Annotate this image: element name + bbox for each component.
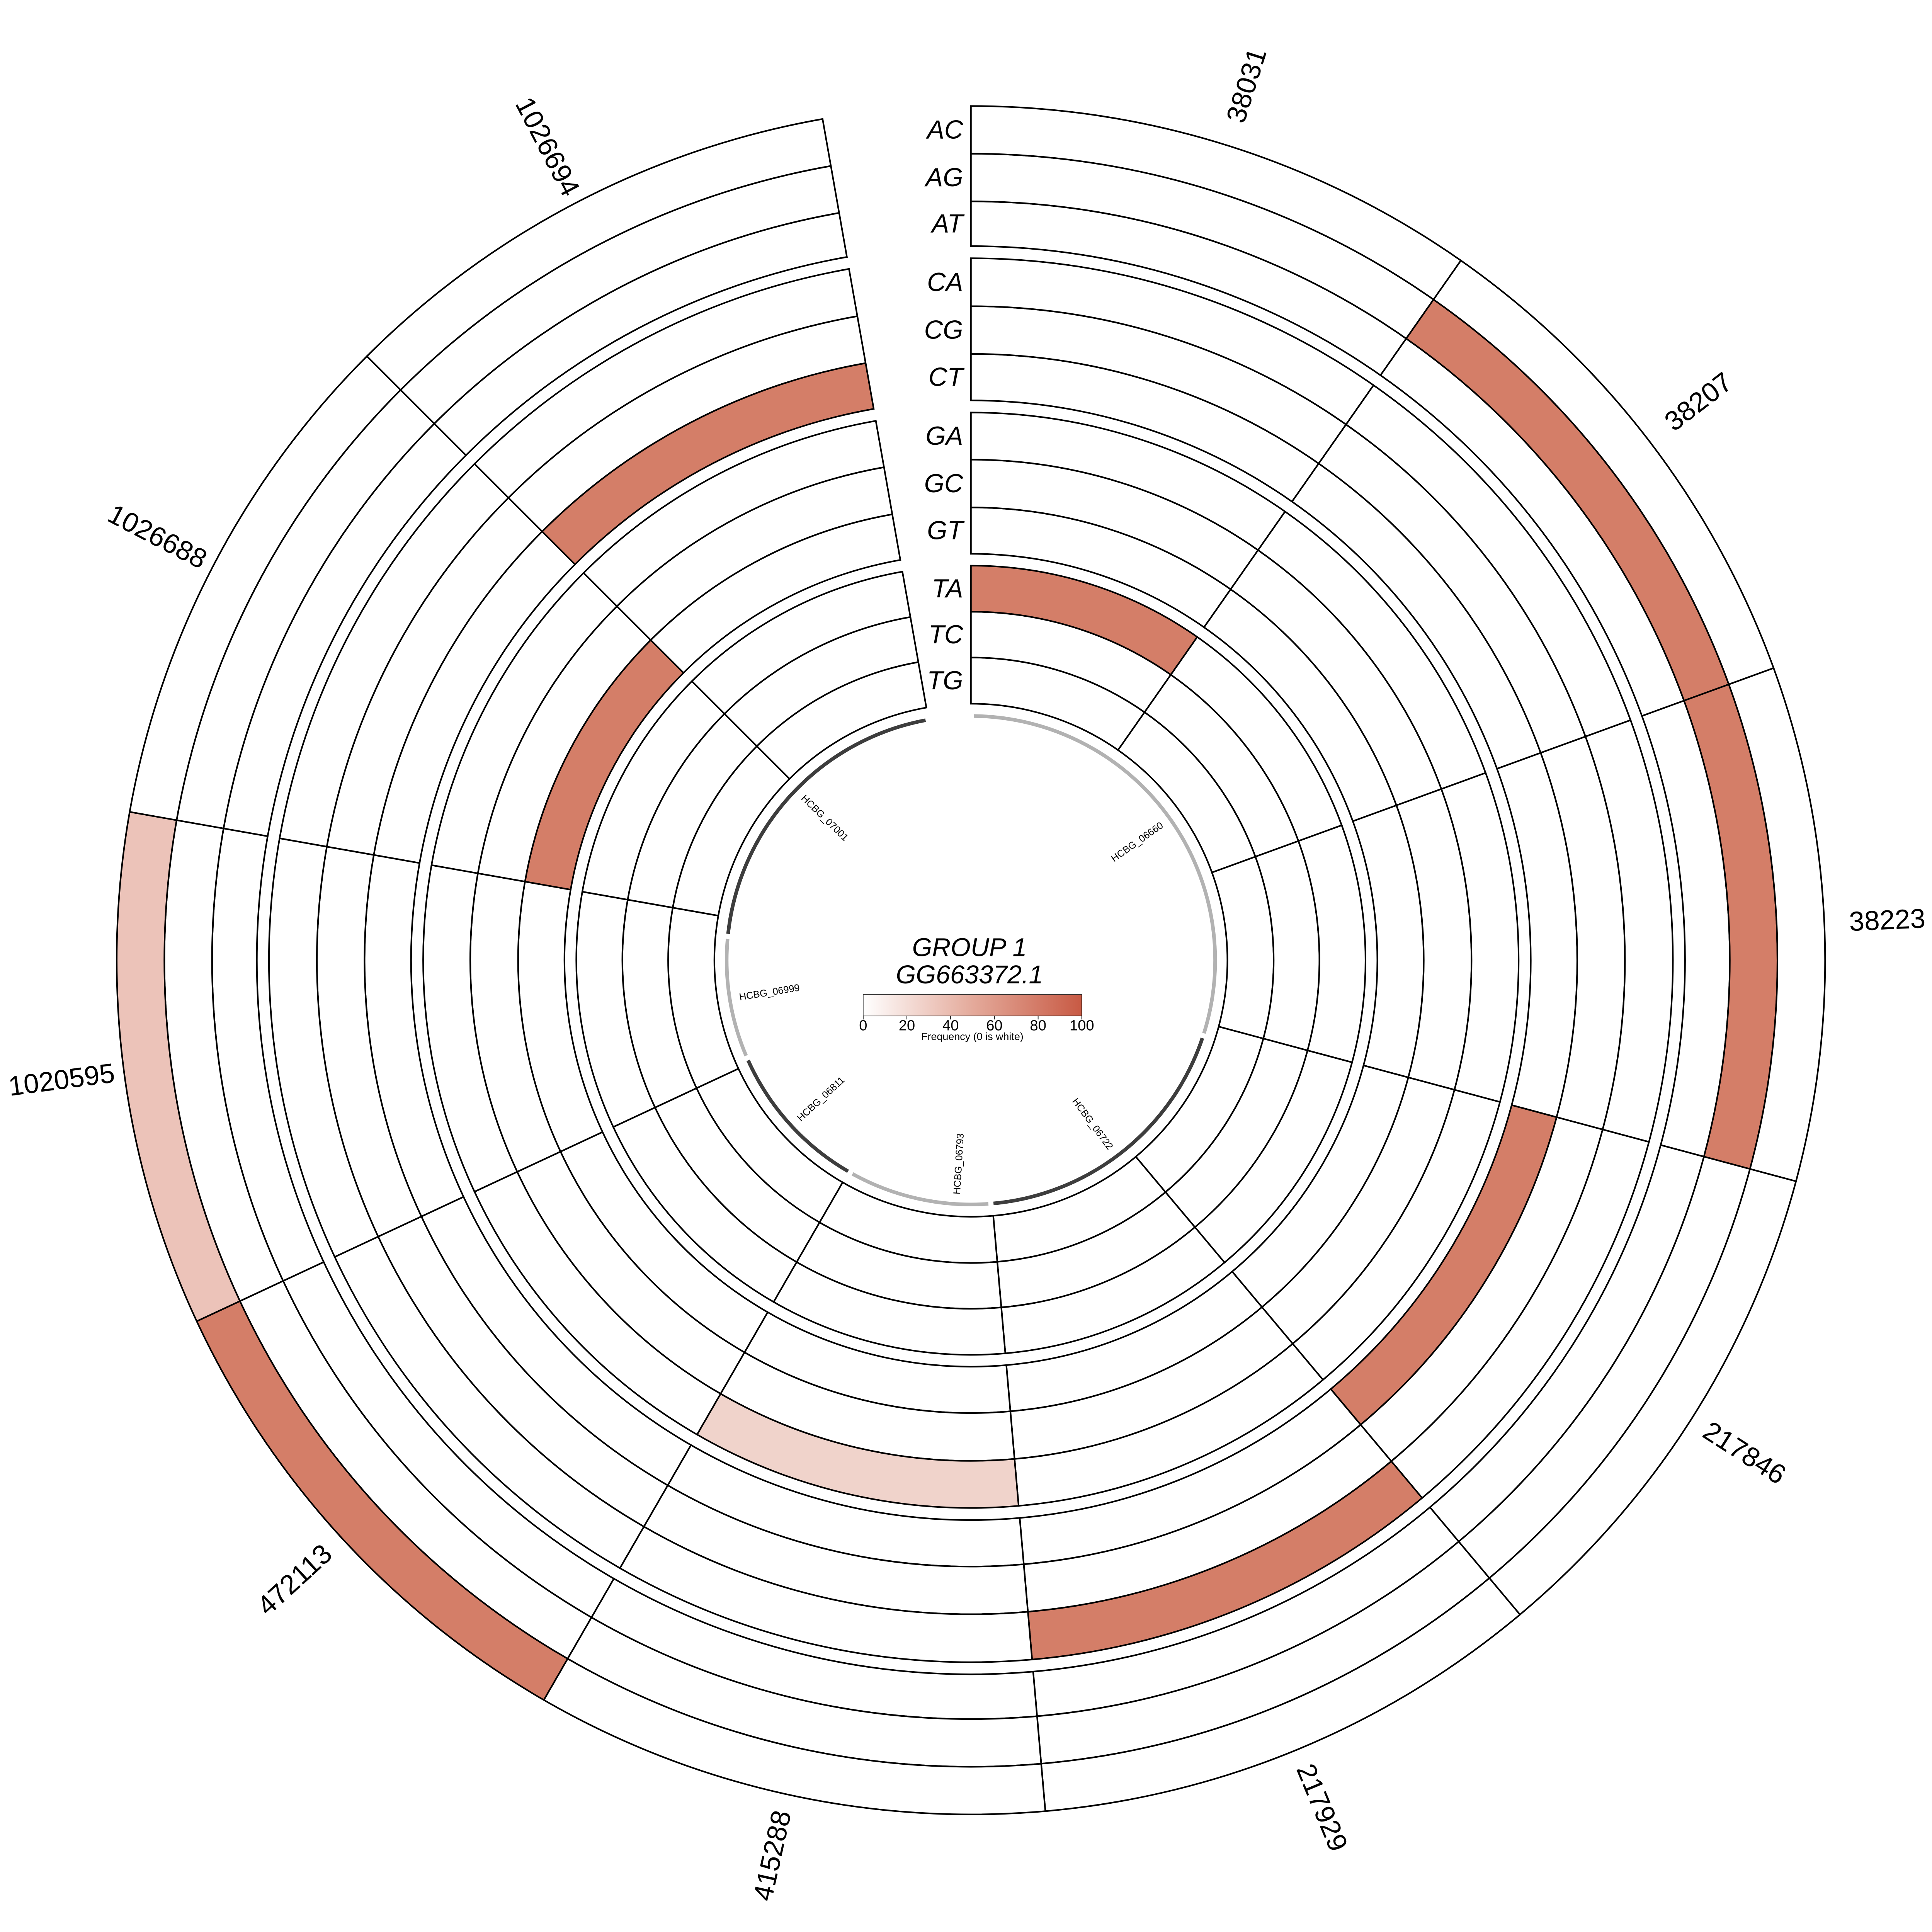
svg-text:100: 100: [1070, 1017, 1094, 1034]
svg-text:AT: AT: [930, 209, 965, 238]
svg-text:GC: GC: [924, 469, 963, 498]
svg-text:0: 0: [859, 1017, 867, 1034]
svg-text:Frequency (0 is white): Frequency (0 is white): [921, 1031, 1024, 1042]
svg-text:AC: AC: [925, 116, 963, 145]
svg-text:CA: CA: [927, 268, 963, 297]
svg-text:TG: TG: [927, 666, 963, 695]
svg-text:60: 60: [986, 1017, 1002, 1034]
svg-text:GROUP 1: GROUP 1: [912, 934, 1027, 962]
svg-text:80: 80: [1030, 1017, 1046, 1034]
svg-text:GG663372.1: GG663372.1: [896, 961, 1043, 989]
svg-text:GA: GA: [925, 422, 963, 451]
svg-text:20: 20: [899, 1017, 915, 1034]
svg-text:40: 40: [942, 1017, 959, 1034]
svg-text:38223: 38223: [1849, 903, 1926, 937]
svg-text:GT: GT: [927, 516, 965, 545]
svg-text:TC: TC: [929, 620, 963, 649]
svg-text:TA: TA: [932, 574, 963, 603]
svg-text:CG: CG: [924, 316, 963, 345]
svg-text:AG: AG: [924, 163, 963, 192]
svg-text:CT: CT: [929, 363, 965, 392]
